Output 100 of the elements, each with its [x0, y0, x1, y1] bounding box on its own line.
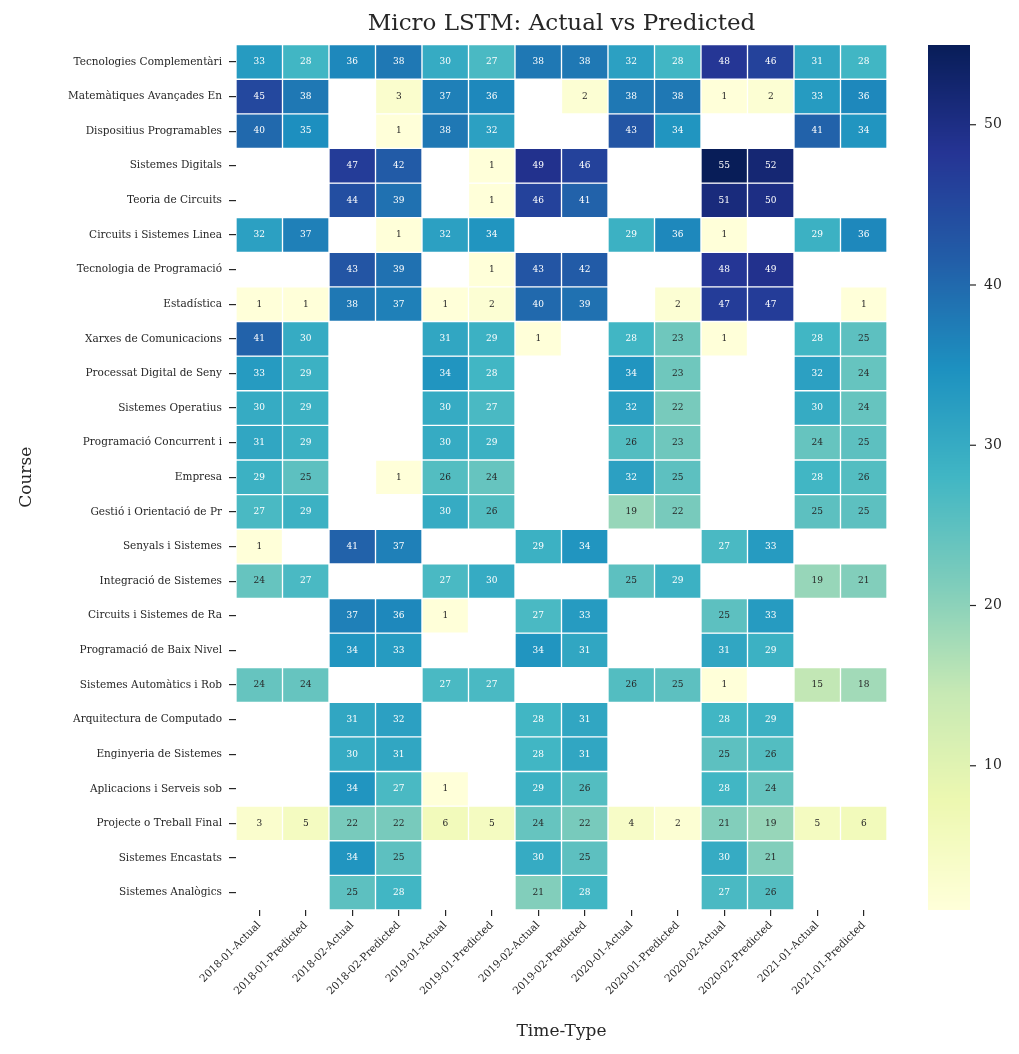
y-tick-label: Circuits i Sistemes de Ra — [87, 608, 222, 621]
data-label: 2 — [488, 298, 495, 309]
data-label: 31 — [439, 333, 451, 344]
data-label: 43 — [625, 125, 638, 136]
data-label: 30 — [532, 852, 545, 863]
data-label: 36 — [346, 56, 359, 67]
data-label: 31 — [579, 644, 591, 655]
data-label: 36 — [858, 229, 870, 240]
data-label: 29 — [532, 783, 545, 794]
data-label: 24 — [811, 437, 824, 448]
data-label: 26 — [765, 748, 777, 759]
data-label: 39 — [579, 298, 591, 309]
data-label: 42 — [579, 263, 591, 274]
data-label: 25 — [300, 471, 312, 482]
data-label: 28 — [718, 783, 731, 794]
data-label: 1 — [442, 610, 449, 621]
data-label: 32 — [393, 713, 405, 724]
data-label: 30 — [811, 402, 824, 413]
data-label: 28 — [718, 713, 731, 724]
data-label: 1 — [721, 333, 728, 344]
data-label: 23 — [672, 437, 684, 448]
data-label: 2 — [674, 298, 681, 309]
data-label: 27 — [718, 540, 731, 551]
data-label: 50 — [765, 194, 777, 205]
y-tick-label: Tecnologia de Programació — [76, 262, 222, 275]
data-label: 30 — [439, 402, 452, 413]
y-tick-label: Senyals i Sistemes — [122, 539, 222, 552]
data-label: 27 — [393, 783, 405, 794]
data-label: 30 — [439, 56, 452, 67]
data-label: 22 — [672, 402, 684, 413]
data-label: 24 — [858, 402, 870, 413]
data-label: 1 — [488, 160, 495, 171]
data-label: 25 — [858, 437, 870, 448]
data-label: 19 — [765, 817, 777, 828]
data-label: 32 — [253, 229, 265, 240]
data-label: 29 — [300, 402, 312, 413]
data-label: 29 — [253, 471, 266, 482]
data-label: 38 — [346, 298, 359, 309]
data-label: 46 — [532, 194, 545, 205]
y-tick-label: Integració de Sistemes — [99, 573, 222, 586]
data-label: 1 — [442, 298, 449, 309]
data-label: 23 — [672, 367, 684, 378]
data-label: 2 — [674, 817, 681, 828]
y-tick-label: Dispositius Programables — [85, 123, 222, 136]
color-bar-label: 30 — [984, 435, 1002, 452]
data-label: 41 — [253, 333, 265, 344]
data-label: 26 — [765, 887, 777, 898]
data-label: 28 — [672, 56, 684, 67]
data-label: 31 — [579, 748, 591, 759]
data-label: 1 — [721, 679, 728, 690]
data-label: 24 — [253, 679, 266, 690]
data-label: 27 — [439, 575, 452, 586]
data-label: 33 — [253, 56, 266, 67]
data-label: 29 — [625, 229, 638, 240]
data-label: 27 — [300, 575, 312, 586]
data-label: 30 — [253, 402, 266, 413]
data-label: 25 — [579, 852, 591, 863]
data-label: 25 — [858, 333, 870, 344]
data-label: 33 — [393, 644, 405, 655]
data-label: 1 — [256, 298, 263, 309]
data-label: 40 — [532, 298, 545, 309]
data-label: 28 — [625, 333, 638, 344]
data-label: 28 — [393, 887, 405, 898]
data-label: 37 — [393, 540, 405, 551]
data-label: 1 — [302, 298, 309, 309]
data-label: 29 — [300, 367, 312, 378]
data-label: 38 — [439, 125, 452, 136]
data-label: 36 — [858, 90, 870, 101]
data-label: 6 — [860, 817, 867, 828]
data-label: 30 — [718, 852, 731, 863]
data-label: 38 — [393, 56, 405, 67]
data-label: 30 — [439, 506, 452, 517]
data-label: 48 — [718, 56, 731, 67]
data-label: 31 — [346, 713, 358, 724]
data-label: 31 — [811, 56, 823, 67]
data-label: 31 — [579, 713, 591, 724]
data-label: 39 — [393, 263, 405, 274]
data-label: 34 — [439, 367, 452, 378]
data-label: 22 — [346, 817, 358, 828]
data-label: 28 — [811, 333, 824, 344]
data-label: 39 — [393, 194, 405, 205]
data-label: 31 — [718, 644, 730, 655]
data-label: 25 — [346, 887, 359, 898]
data-label: 27 — [486, 402, 498, 413]
data-label: 28 — [532, 748, 545, 759]
data-label: 40 — [253, 125, 266, 136]
y-tick-label: Sistemes Digitals — [129, 158, 222, 171]
data-label: 51 — [718, 194, 730, 205]
data-label: 5 — [814, 817, 821, 828]
data-label: 37 — [300, 229, 312, 240]
data-label: 38 — [625, 90, 638, 101]
data-label: 46 — [579, 160, 591, 171]
y-tick-label: Sistemes Encastats — [118, 850, 222, 863]
data-label: 1 — [860, 298, 867, 309]
data-label: 45 — [253, 90, 266, 101]
data-label: 25 — [811, 506, 824, 517]
y-tick-label: Sistemes Analògics — [119, 885, 222, 898]
data-label: 34 — [579, 540, 591, 551]
data-label: 28 — [858, 56, 870, 67]
y-tick-label: Aplicacions i Serveis sob — [89, 781, 223, 794]
